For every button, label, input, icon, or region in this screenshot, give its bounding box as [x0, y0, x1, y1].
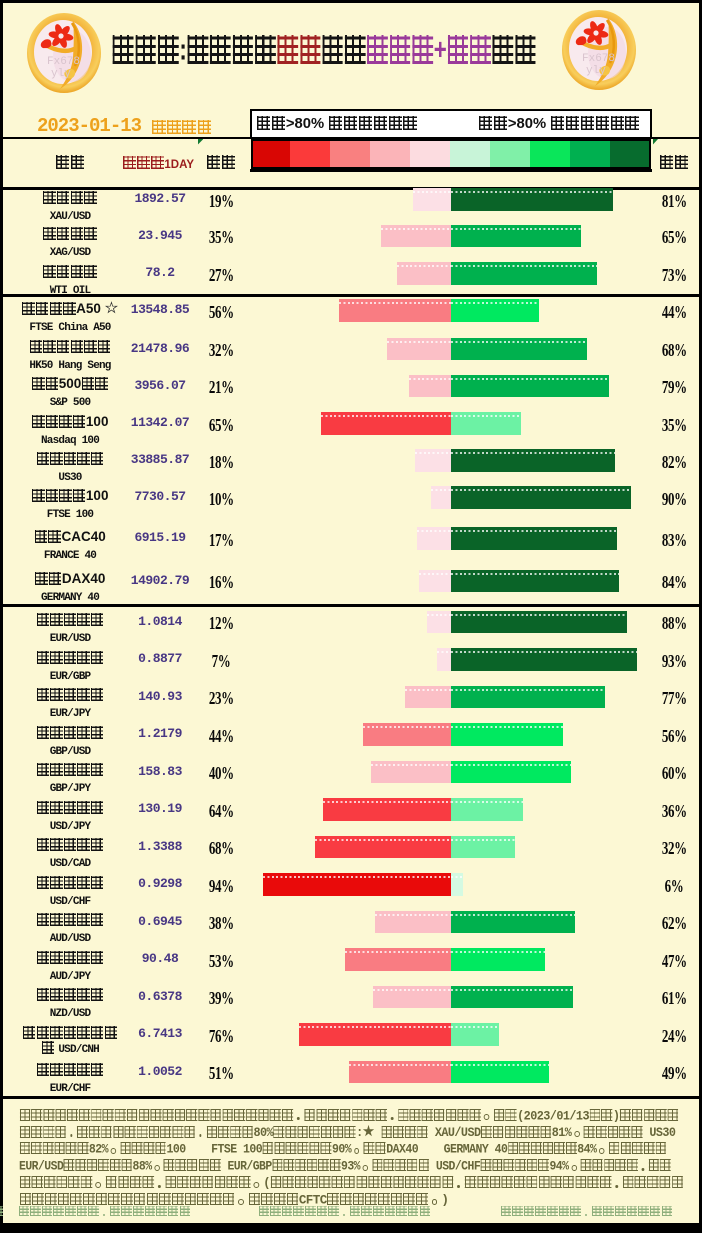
- svg-text:yly: yly: [586, 65, 606, 77]
- svg-text:Fx678: Fx678: [47, 56, 80, 68]
- svg-text:Fx678: Fx678: [582, 53, 615, 65]
- svg-text:yly: yly: [51, 68, 71, 80]
